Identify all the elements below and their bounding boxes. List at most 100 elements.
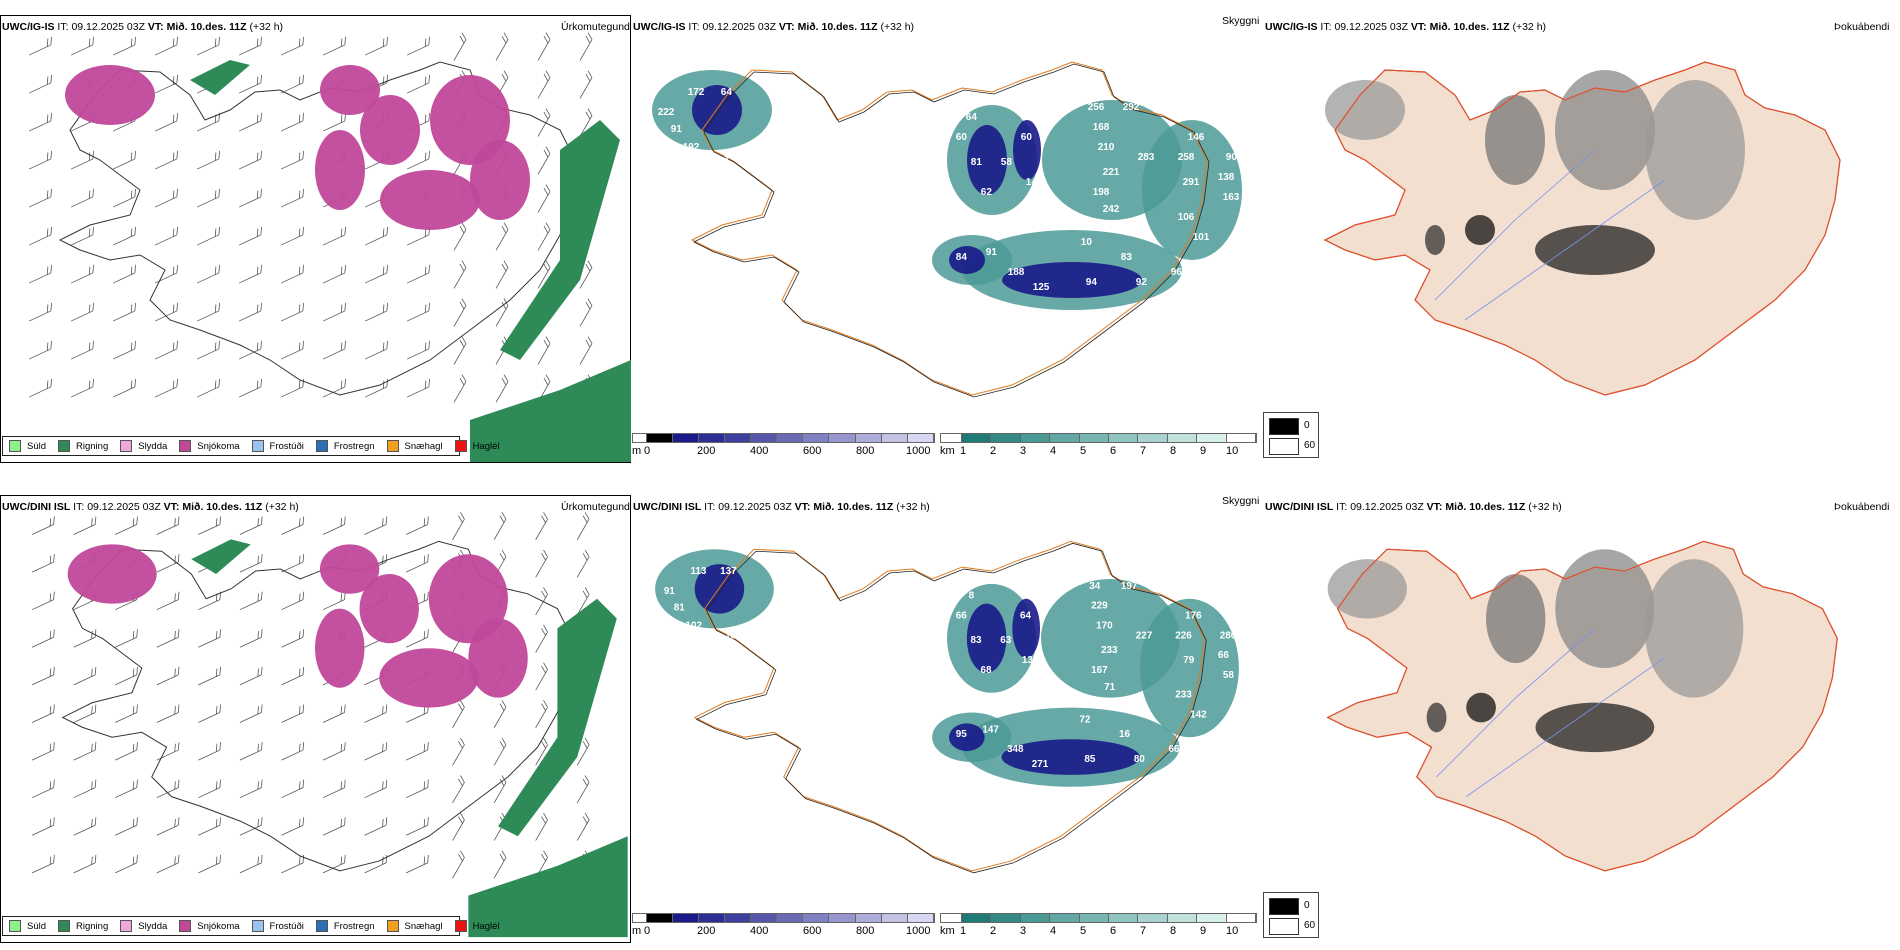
- visibility-header: UWC/DINI ISL IT: 09.12.2025 03Z VT: Mið.…: [633, 501, 930, 513]
- wind-barb-icon: [28, 264, 52, 284]
- ceiling-label: 198: [1093, 187, 1110, 198]
- wind-barb-icon: [239, 516, 263, 535]
- fog-index-area: [1327, 559, 1407, 619]
- wind-barb-icon: [154, 340, 178, 360]
- snow-area: [470, 140, 530, 220]
- visibility-title: Skyggni: [1222, 15, 1260, 27]
- wind-barb-icon: [196, 112, 220, 132]
- rain-area: [470, 360, 631, 462]
- fog-header: UWC/DINI ISL IT: 09.12.2025 03Z VT: Mið.…: [1265, 501, 1562, 513]
- init-time: 09.12.2025 03Z: [1350, 501, 1424, 513]
- precip-legend: Súld Rigning Slydda Snjókoma Frostúði Fr…: [2, 916, 500, 936]
- valid-time: Mið. 10.des. 11Z: [1429, 21, 1510, 33]
- wind-barb-icon: [579, 108, 593, 137]
- fog-index-area: [1425, 225, 1445, 255]
- low-ceiling-area: [967, 125, 1007, 195]
- snow-area: [319, 544, 380, 594]
- wind-barb-icon: [196, 264, 220, 284]
- legend-item: Haglél: [454, 920, 500, 932]
- snow-area: [67, 544, 157, 604]
- wind-barb-icon: [405, 629, 429, 648]
- wind-barb-icon: [322, 704, 346, 723]
- ceiling-label: 63: [1000, 635, 1011, 646]
- legend-item: Frostregn: [315, 440, 375, 452]
- legend-swatch: [9, 920, 21, 932]
- low-visibility-area: [1142, 120, 1242, 260]
- visibility-tick: 8: [1170, 925, 1177, 937]
- wind-barb-icon: [31, 629, 55, 648]
- ceiling-label: 17: [876, 247, 888, 258]
- ceiling-label: 96: [1171, 267, 1183, 278]
- ceiling-label: 227: [1136, 630, 1153, 641]
- legend-swatch: [386, 920, 399, 932]
- ceiling-label: 64: [721, 87, 733, 98]
- ceiling-label: 176: [1185, 611, 1202, 622]
- visibility-tick: 1: [960, 925, 967, 937]
- ceiling-unit: m: [632, 925, 642, 937]
- wind-barb-icon: [31, 591, 55, 611]
- ceiling-label: 81: [971, 157, 983, 168]
- wind-barb-icon: [364, 302, 388, 322]
- wind-barb-icon: [280, 340, 304, 360]
- wind-barb-icon: [495, 32, 509, 61]
- wind-barb-icon: [238, 150, 262, 170]
- wind-barb-icon: [115, 629, 138, 648]
- legend-swatch: [58, 440, 71, 452]
- rain-area: [500, 120, 620, 360]
- wind-barb-icon: [322, 302, 346, 322]
- wind-barb-icon: [579, 336, 593, 365]
- visibility-tick: 7: [1140, 445, 1147, 457]
- wind-barb-icon: [238, 264, 262, 284]
- wind-barb-icon: [198, 854, 221, 874]
- wind-barb-icon: [280, 112, 304, 132]
- wind-barb-icon: [280, 36, 304, 56]
- wind-barb-icon: [281, 742, 305, 761]
- wind-barb-icon: [198, 516, 221, 535]
- wind-barb-icon: [198, 629, 221, 648]
- wind-barb-icon: [579, 70, 593, 99]
- wind-barb-icon: [115, 817, 138, 836]
- river: [1434, 149, 1666, 321]
- legend-swatch: [251, 440, 264, 452]
- ceiling-label: 72: [1079, 714, 1090, 725]
- legend-swatch: [315, 440, 328, 452]
- wind-barb-icon: [364, 817, 388, 836]
- ceiling-label: 210: [1098, 142, 1115, 153]
- wind-barb-icon: [280, 150, 304, 170]
- wind-barb-icon: [70, 188, 94, 208]
- visibility-tick: 9: [1200, 445, 1207, 457]
- wind-barb-icon: [535, 587, 548, 616]
- init-time: 09.12.2025 03Z: [702, 21, 776, 33]
- ceiling-label: 146: [1188, 132, 1205, 143]
- wind-barb-icon: [239, 779, 263, 799]
- wind-barb-icon: [322, 340, 346, 360]
- wind-barb-icon: [154, 36, 178, 56]
- ceiling-label: 13: [1109, 700, 1120, 711]
- visibility-tick: 4: [1050, 445, 1057, 457]
- wind-barb-icon: [156, 742, 180, 761]
- wind-barb-icon: [196, 340, 220, 360]
- wind-barb-icon: [537, 108, 551, 137]
- wind-barb-icon: [281, 591, 305, 611]
- low-ceiling-area: [966, 603, 1007, 673]
- wind-barb-icon: [406, 36, 430, 56]
- ceiling-label: 172: [688, 87, 705, 98]
- wind-barb-icon: [31, 854, 55, 874]
- wind-barb-icon: [112, 378, 136, 398]
- ceiling-label: 95: [956, 729, 967, 740]
- wind-barb-icon: [452, 512, 465, 540]
- wind-barb-icon: [535, 624, 548, 653]
- wind-barb-icon: [31, 779, 55, 799]
- wind-barb-icon: [280, 378, 304, 398]
- wind-barb-icon: [322, 516, 346, 535]
- wind-barb-icon: [576, 587, 590, 616]
- wind-barb-icon: [364, 779, 388, 799]
- wind-barb-icon: [198, 591, 221, 611]
- wind-barb-icon: [322, 854, 346, 874]
- wind-barb-icon: [579, 32, 593, 61]
- wind-barb-icon: [73, 666, 97, 686]
- wind-barb-icon: [154, 226, 178, 246]
- wind-barb-icon: [73, 516, 97, 535]
- wind-barb-icon: [453, 374, 467, 403]
- low-ceiling-area: [1002, 262, 1142, 298]
